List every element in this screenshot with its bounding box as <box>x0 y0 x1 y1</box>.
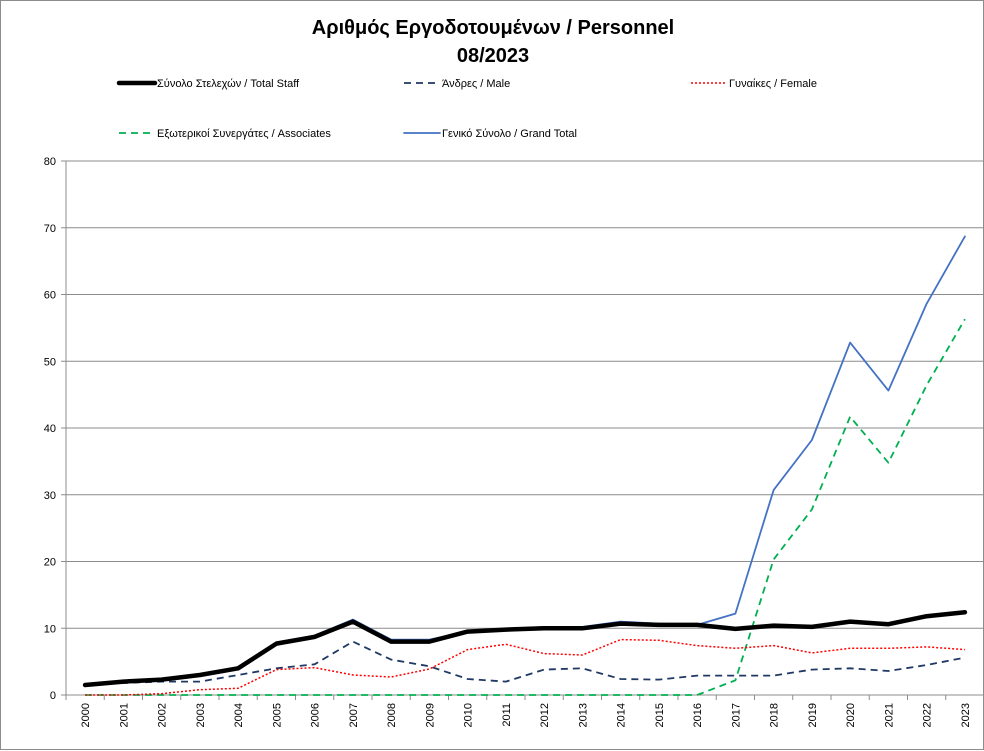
x-tick-label-2020: 2020 <box>845 703 857 727</box>
y-tick-label-60: 60 <box>44 290 56 302</box>
x-tick-label-2023: 2023 <box>960 703 972 727</box>
x-tick-label-2005: 2005 <box>271 703 283 727</box>
x-tick-label-2007: 2007 <box>348 703 360 727</box>
legend-label-1: Άνδρες / Male <box>442 78 510 90</box>
x-tick-label-2000: 2000 <box>80 703 92 727</box>
series-line-3 <box>85 318 966 696</box>
chart-subtitle: 08/2023 <box>457 45 529 67</box>
legend: Σύνολο Στελεχών / Total Staff Άνδρες / Ma… <box>116 78 817 140</box>
y-tick-label-50: 50 <box>44 356 56 368</box>
series-line-4 <box>84 235 966 686</box>
x-tick-label-2016: 2016 <box>692 703 704 727</box>
y-tick-label-70: 70 <box>44 223 56 235</box>
x-tick-label-2019: 2019 <box>807 703 819 727</box>
y-tick-label-80: 80 <box>44 156 56 168</box>
chart-title: Αριθμός Εργοδοτουμένων / Personnel <box>312 17 674 39</box>
series-lines <box>82 235 968 696</box>
gridlines <box>66 160 984 629</box>
legend-label-2: Γυναίκες / Female <box>729 78 817 90</box>
x-tick-label-2013: 2013 <box>577 703 589 727</box>
x-tick-label-2014: 2014 <box>616 703 628 727</box>
x-tick-label-2006: 2006 <box>310 703 322 727</box>
y-tick-label-40: 40 <box>44 423 56 435</box>
axes: 0 10 20 30 40 50 60 70 80 2000 2001 2002 2003 2004 200… <box>44 156 984 727</box>
y-tick-label-30: 30 <box>44 490 56 502</box>
x-tick-label-2015: 2015 <box>654 703 666 727</box>
legend-label-4: Γενικό Σύνολο / Grand Total <box>442 128 577 140</box>
x-tick-label-2018: 2018 <box>769 703 781 727</box>
x-tick-label-2017: 2017 <box>730 703 742 727</box>
x-tick-label-2004: 2004 <box>233 703 245 727</box>
y-tick-label-0: 0 <box>50 690 56 702</box>
x-tick-label-2008: 2008 <box>386 703 398 727</box>
x-tick-label-2010: 2010 <box>463 703 475 727</box>
x-tick-label-2003: 2003 <box>195 703 207 727</box>
series-line-0 <box>82 609 968 688</box>
x-tick-label-2012: 2012 <box>539 703 551 727</box>
x-tick-label-2001: 2001 <box>118 703 130 727</box>
x-tick-label-2022: 2022 <box>922 703 934 727</box>
x-tick-label-2021: 2021 <box>883 703 895 727</box>
x-tick-label-2011: 2011 <box>501 703 513 727</box>
series-line-1 <box>85 640 966 686</box>
series-line-2 <box>85 638 965 696</box>
legend-label-0: Σύνολο Στελεχών / Total Staff <box>157 78 300 90</box>
y-tick-label-20: 20 <box>44 557 56 569</box>
x-tick-label-2009: 2009 <box>424 703 436 727</box>
x-tick-label-2002: 2002 <box>157 703 169 727</box>
y-tick-label-10: 10 <box>44 623 56 635</box>
legend-label-3: Εξωτερικοί Συνεργάτες / Associates <box>157 128 331 140</box>
